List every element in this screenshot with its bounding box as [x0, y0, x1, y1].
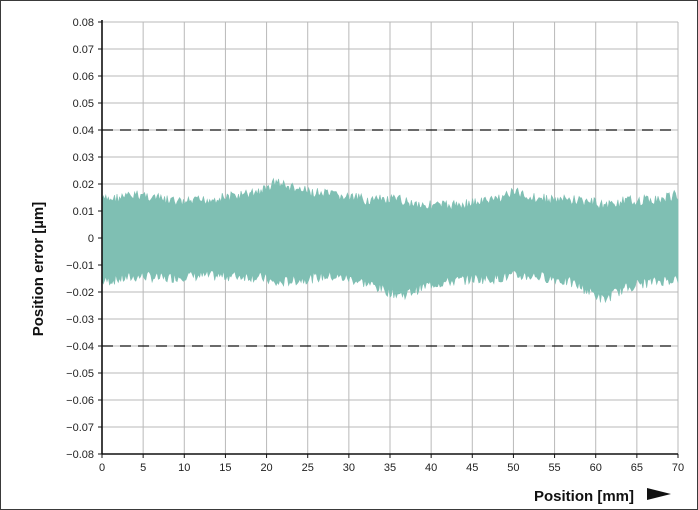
y-tick-label: 0.06: [73, 71, 94, 83]
x-tick-label: 45: [466, 462, 478, 474]
y-tick-label: −0.06: [66, 395, 94, 407]
y-tick-label: 0.04: [73, 125, 94, 137]
y-tick-label: 0.03: [73, 152, 94, 164]
y-tick-label: 0.08: [73, 17, 94, 29]
x-tick-label: 60: [590, 462, 602, 474]
y-tick-labels: 0.08 0.07 0.06 0.05 0.04 0.03 0.02 0.01 0 −0.01 −0…: [66, 17, 94, 461]
x-tick-label: 70: [672, 462, 684, 474]
y-axis-title: Position error [µm]: [30, 202, 47, 337]
y-tick-label: 0.07: [73, 44, 94, 56]
y-tick-label: 0.02: [73, 179, 94, 191]
x-tick-label: 55: [548, 462, 560, 474]
y-tick-label: 0.05: [73, 98, 94, 110]
x-tick-label: 40: [425, 462, 437, 474]
x-tick-label: 30: [343, 462, 355, 474]
x-tick-label: 50: [507, 462, 519, 474]
x-tick-label: 25: [302, 462, 314, 474]
x-tick-label: 5: [140, 462, 146, 474]
series-band-layer: [101, 177, 679, 304]
y-tick-label: −0.05: [66, 368, 94, 380]
x-tick-label: 10: [178, 462, 190, 474]
y-tick-label: −0.04: [66, 341, 94, 353]
x-axis-arrow-icon: [647, 488, 671, 500]
y-tick-label: 0: [88, 233, 94, 245]
x-tick-label: 35: [384, 462, 396, 474]
x-tick-label: 0: [99, 462, 105, 474]
y-tick-label: −0.08: [66, 449, 94, 461]
x-axis-title: Position [mm]: [534, 488, 634, 505]
y-tick-label: 0.01: [73, 206, 94, 218]
reference-lines: [102, 129, 678, 347]
y-tick-label: −0.03: [66, 314, 94, 326]
x-tick-label: 15: [219, 462, 231, 474]
x-tick-label: 20: [260, 462, 272, 474]
y-tick-label: −0.01: [66, 260, 94, 272]
x-tick-labels: 0 5 10 15 20 25 30 35 40 45 50 55 60 65 70: [99, 462, 684, 474]
x-tick-label: 65: [631, 462, 643, 474]
y-tick-label: −0.02: [66, 287, 94, 299]
series-band: [101, 177, 679, 304]
axes: [98, 20, 679, 458]
y-tick-label: −0.07: [66, 422, 94, 434]
